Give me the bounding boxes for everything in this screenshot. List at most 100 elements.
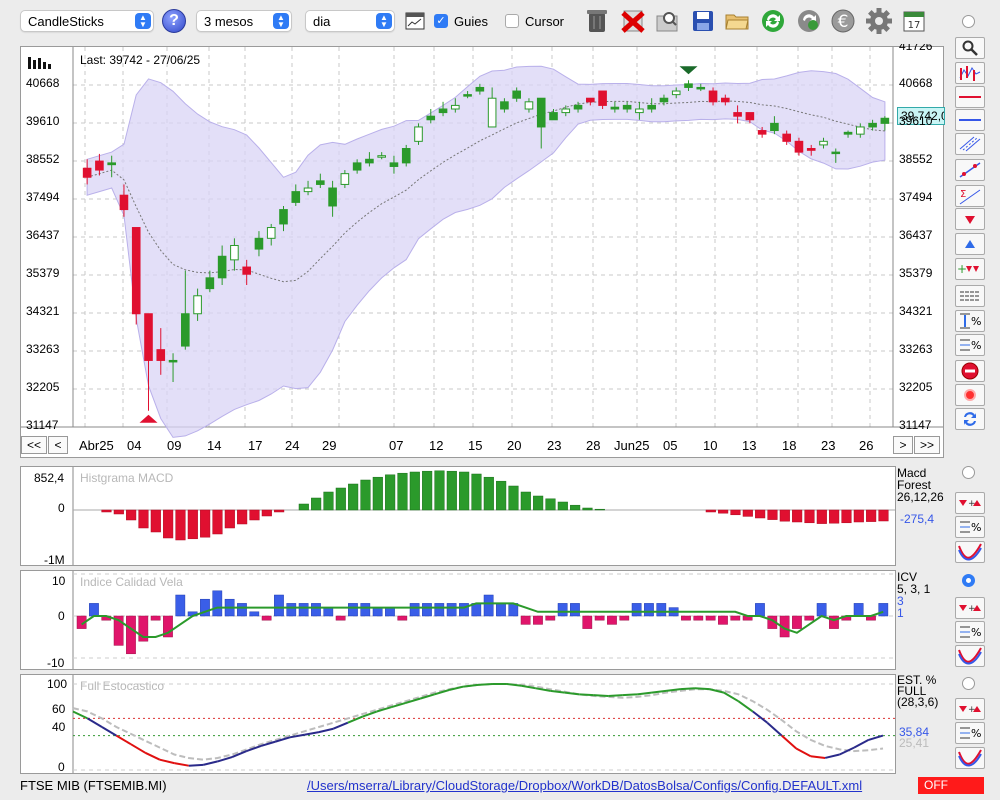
stoch-chart[interactable]	[21, 675, 895, 773]
no-entry-icon[interactable]	[955, 360, 985, 382]
macd-panel-radio[interactable]	[962, 466, 975, 479]
stoch-fast-segment	[159, 758, 175, 765]
add-signals-icon[interactable]: +	[955, 258, 985, 280]
stoch-fast-segment	[579, 693, 594, 697]
chart-type-select[interactable]: CandleSticks ▲ ▼	[20, 10, 154, 32]
horizontal-red-line-icon[interactable]	[955, 86, 985, 108]
help-button[interactable]: ?	[162, 9, 186, 33]
icv-current-a: 3	[897, 594, 904, 608]
icv-bar	[483, 594, 494, 617]
wave-curve-icon[interactable]	[955, 747, 985, 769]
stoch-fast-segment	[246, 744, 262, 753]
nav-next-button[interactable]: >	[893, 436, 913, 454]
open-folder-zoom-icon[interactable]	[652, 6, 682, 36]
trendline-icon[interactable]	[955, 159, 985, 181]
icv-bar	[705, 615, 716, 621]
interval-select[interactable]: dia ▲ ▼	[305, 10, 395, 32]
y-tick-right: 34321	[899, 303, 933, 318]
euro-icon[interactable]: €	[828, 6, 858, 36]
list-lines-icon[interactable]	[955, 285, 985, 307]
swap-arrows-icon[interactable]	[955, 408, 985, 430]
chevron-updown-icon: ▲ ▼	[376, 13, 392, 29]
stoch-fast-segment	[593, 694, 609, 698]
macd-bar	[755, 509, 766, 519]
candle-body	[536, 97, 546, 128]
horizontal-blue-line-icon[interactable]	[955, 109, 985, 131]
stoch-fast-segment	[275, 736, 291, 743]
sigma-line-icon[interactable]: Σ	[955, 185, 985, 207]
icv-y-zero: 0	[58, 609, 65, 623]
wave-curve-icon[interactable]	[955, 541, 985, 563]
icv-y-bottom: -10	[47, 656, 65, 670]
stoch-panel-radio[interactable]	[962, 677, 975, 690]
gear-icon[interactable]	[864, 6, 894, 36]
percent-lines-icon[interactable]: %	[955, 621, 985, 643]
icv-bar	[261, 615, 272, 621]
blue-up-arrow-icon[interactable]	[955, 233, 985, 255]
macd-bar	[187, 509, 198, 540]
percent-lines-icon-glyph: %	[960, 339, 981, 352]
x-tick-label: 29	[322, 438, 337, 453]
red-dot-icon[interactable]	[955, 384, 985, 406]
wave-curve-icon[interactable]	[955, 645, 985, 667]
stoch-y-60: 60	[52, 702, 66, 716]
off-badge[interactable]: OFF	[918, 777, 984, 794]
icv-bar	[446, 603, 457, 617]
chart-window-icon[interactable]	[400, 6, 430, 36]
icv-bar	[545, 615, 556, 621]
nav-first-button[interactable]: <<	[21, 436, 47, 454]
period-select[interactable]: 3 mesos ▲ ▼	[196, 10, 292, 32]
ohlc-icon[interactable]	[955, 62, 985, 84]
stoch-fast-segment	[608, 694, 623, 698]
stoch-fast-segment	[304, 731, 320, 736]
candle-body	[610, 106, 620, 110]
candle-body	[622, 104, 632, 110]
cursor-checkbox[interactable]	[505, 14, 519, 28]
nav-last-button[interactable]: >>	[914, 436, 940, 454]
percent-lines-icon[interactable]: %	[955, 334, 985, 356]
grayscale-refresh-icon[interactable]	[794, 6, 824, 36]
chart-type-value: CandleSticks	[28, 14, 104, 29]
sell-buy-signals-icon[interactable]: +	[955, 698, 985, 720]
y-tick-right-partial: 41726	[899, 44, 933, 52]
red-down-arrow-icon[interactable]	[955, 208, 985, 230]
icv-bar	[853, 603, 864, 617]
candle-body	[95, 160, 104, 171]
macd-bar	[520, 491, 531, 511]
y-tick-left: 33263	[26, 341, 60, 356]
sell-buy-signals-icon[interactable]: +	[955, 492, 985, 514]
x-tick-label: 14	[207, 438, 222, 453]
percent-lines-icon[interactable]: %	[955, 516, 985, 538]
macd-panel: Histgrama MACD	[20, 466, 896, 566]
percent-lines-icon[interactable]: %	[955, 722, 985, 744]
icv-bar	[323, 607, 334, 617]
x-tick-label: 13	[742, 438, 757, 453]
macd-bar	[533, 495, 544, 511]
delete-icon[interactable]	[618, 6, 648, 36]
config-path-link[interactable]: /Users/mserra/Library/CloudStorage/Dropb…	[307, 778, 863, 793]
save-icon[interactable]	[688, 6, 718, 36]
folder-icon[interactable]	[722, 6, 752, 36]
trash-icon[interactable]	[582, 6, 612, 36]
candle-body	[671, 90, 681, 96]
nav-prev-button[interactable]: <	[48, 436, 68, 454]
guides-checkbox[interactable]: ✓	[434, 14, 448, 28]
channel-icon[interactable]	[955, 133, 985, 155]
percent-range-icon[interactable]: %	[955, 310, 985, 332]
stoch-fast-segment	[463, 683, 479, 688]
macd-legend-line1: Macd	[897, 466, 927, 480]
macd-chart[interactable]	[21, 467, 895, 565]
search-zoom-icon[interactable]	[955, 37, 985, 59]
icv-panel-radio[interactable]	[962, 574, 975, 587]
price-chart[interactable]	[21, 47, 943, 457]
stoch-fast-segment	[853, 739, 870, 749]
icv-bar	[372, 607, 383, 617]
candle-body	[426, 115, 436, 121]
calendar-icon[interactable]: 17	[899, 6, 929, 36]
candle-body	[352, 162, 362, 171]
icv-chart[interactable]	[21, 571, 895, 669]
refresh-icon[interactable]	[758, 6, 788, 36]
main-panel-radio[interactable]	[962, 15, 975, 28]
sell-buy-signals-icon[interactable]: +	[955, 597, 985, 619]
candle-body	[107, 162, 116, 166]
